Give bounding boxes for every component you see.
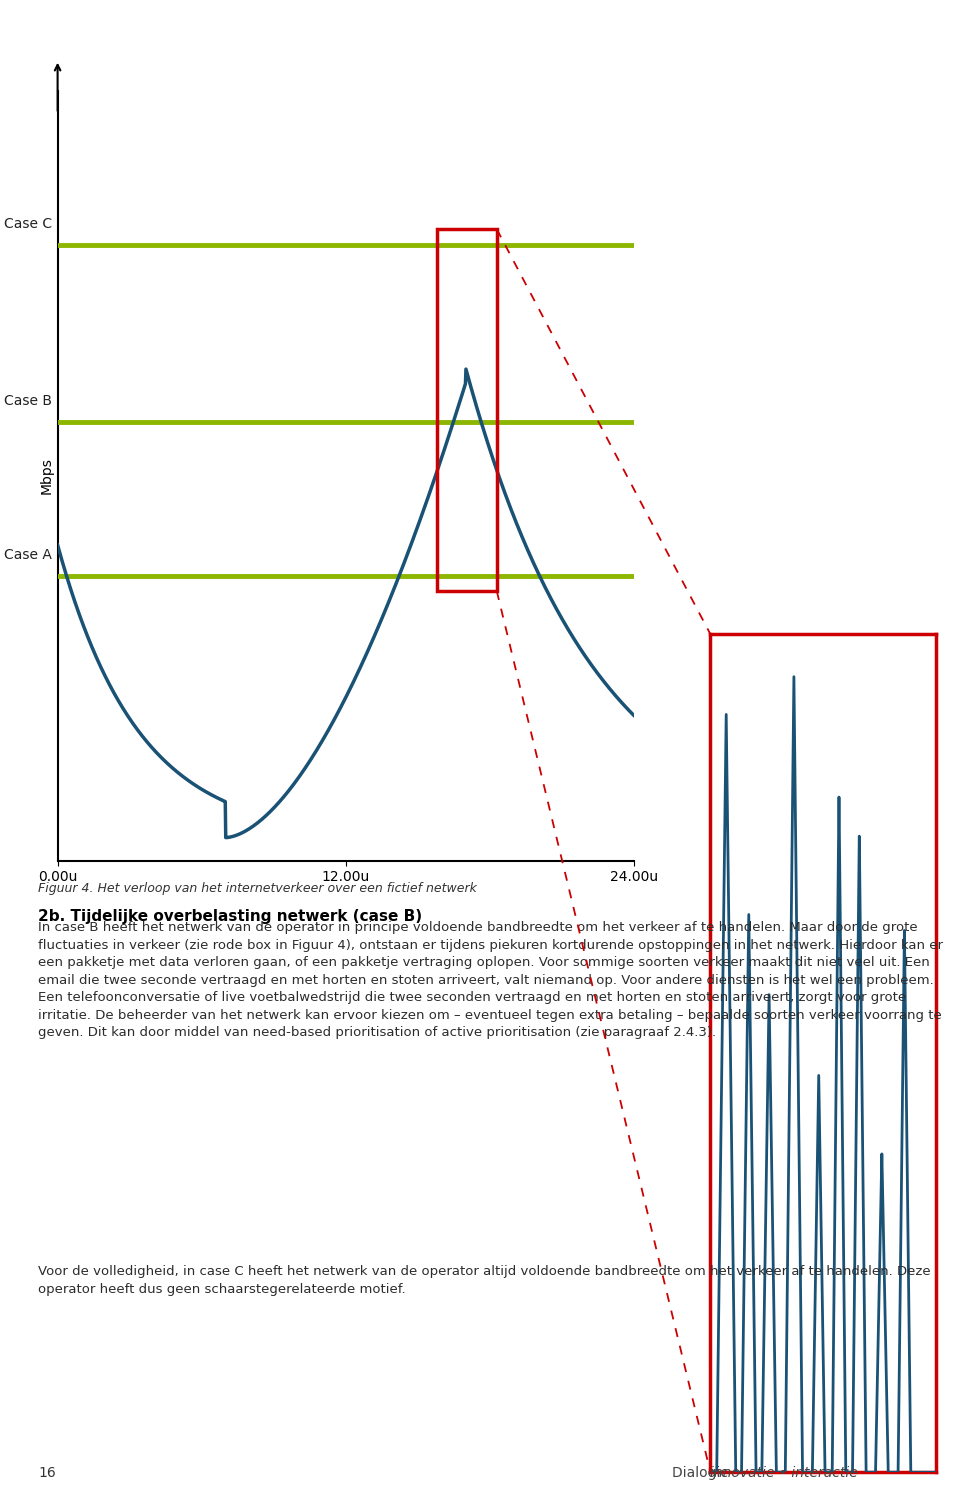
Text: In case B heeft het netwerk van de operator in principe voldoende bandbreedte om: In case B heeft het netwerk van de opera… xyxy=(38,921,944,1039)
Text: Case C: Case C xyxy=(4,217,52,231)
Text: 16: 16 xyxy=(38,1466,56,1480)
Text: Case A: Case A xyxy=(4,548,52,562)
Text: 2b. Tijdelijke overbelasting netwerk (case B): 2b. Tijdelijke overbelasting netwerk (ca… xyxy=(38,909,422,924)
Text: Dialogic: Dialogic xyxy=(672,1466,732,1480)
Text: innovatie • interactie: innovatie • interactie xyxy=(710,1466,858,1480)
Y-axis label: Mbps: Mbps xyxy=(39,458,54,494)
Text: Case B: Case B xyxy=(4,394,52,408)
Text: Figuur 4. Het verloop van het internetverkeer over een fictief netwerk: Figuur 4. Het verloop van het internetve… xyxy=(38,882,477,895)
Text: Voor de volledigheid, in case C heeft het netwerk van de operator altijd voldoen: Voor de volledigheid, in case C heeft he… xyxy=(38,1265,931,1296)
Bar xyxy=(437,230,497,592)
